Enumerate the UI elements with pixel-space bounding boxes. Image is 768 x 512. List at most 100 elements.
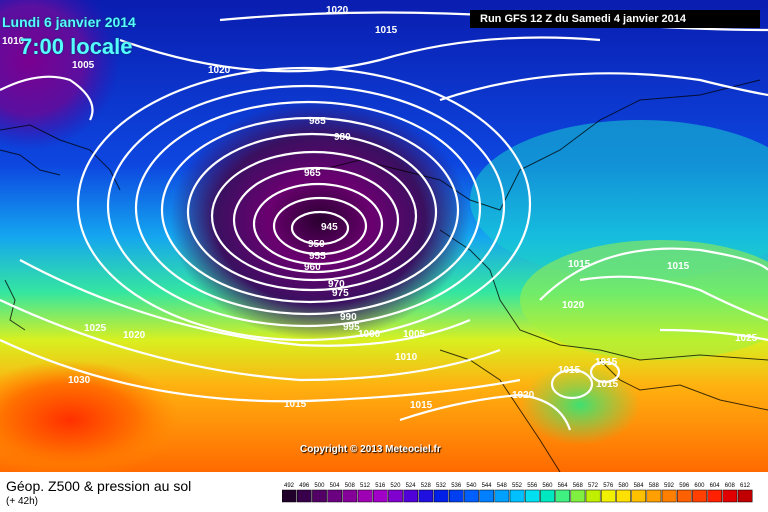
isobar-label: 980 [334, 132, 351, 143]
forecast-time: 7:00 locale [20, 34, 133, 59]
scale-swatch [676, 489, 692, 503]
isobar-label: 1005 [72, 60, 95, 71]
scale-swatch [433, 489, 449, 503]
scale-tick-label: 576 [603, 483, 614, 489]
scale-tick-label: 512 [360, 483, 371, 489]
scale-tick-label: 612 [740, 483, 751, 489]
scale-tick-label: 548 [497, 483, 508, 489]
mediterranean-low-fill [520, 365, 640, 445]
color-scale-legend: 492 496 500 504 508 512 516 520 524 528 532 536 540 5… [282, 483, 753, 503]
scale-swatch [600, 489, 616, 503]
scale-tick-label: 604 [710, 483, 721, 489]
northwest-low-fill [0, 0, 120, 150]
isobar-label: 1000 [358, 329, 381, 340]
isobar-label: 945 [321, 222, 338, 233]
isobar-label: 1015 [284, 399, 307, 410]
scale-swatch [524, 489, 540, 503]
scale-tick-label: 552 [512, 483, 523, 489]
scale-tick-label: 544 [482, 483, 493, 489]
isobar-label: 1005 [403, 329, 426, 340]
scale-tick-label: 524 [406, 483, 417, 489]
scale-swatch [631, 489, 647, 503]
scale-swatch [464, 489, 479, 503]
isobar-label: 975 [332, 288, 349, 299]
scale-tick-label: 596 [679, 483, 690, 489]
scale-swatch [448, 489, 464, 503]
scale-tick-label: 556 [527, 483, 538, 489]
east-cold-band [470, 120, 768, 280]
isobar-label: 995 [343, 322, 360, 333]
isobar-label: 990 [340, 312, 357, 323]
scale-swatch [372, 489, 388, 503]
isobar-label: 1015 [410, 400, 433, 411]
isobar-label: 1020 [123, 330, 146, 341]
scale-swatch [282, 489, 297, 503]
scale-swatch [540, 489, 555, 503]
isobar-label: 1020 [208, 65, 231, 76]
southwest-high-fill [0, 360, 180, 472]
scale-tick-label: 528 [421, 483, 432, 489]
weather-map: 1010 1020 1015 1005 1020 985 980 965 945… [0, 0, 768, 472]
isobar-label: 1030 [68, 375, 91, 386]
main-low-fill [170, 100, 470, 340]
model-run-info: Run GFS 12 Z du Samedi 4 janvier 2014 [470, 10, 760, 28]
scale-swatch [342, 489, 358, 503]
scale-swatch [418, 489, 434, 503]
isobar-label: 985 [309, 116, 326, 127]
scale-swatch [737, 489, 753, 503]
scale-swatch [692, 489, 707, 503]
isobars [0, 11, 768, 431]
isobar-label: 1015 [568, 259, 591, 270]
scale-tick-label: 580 [618, 483, 629, 489]
forecast-lead-time: (+ 42h) [6, 496, 38, 507]
isobar-labels: 1010 1020 1015 1005 1020 985 980 965 945… [2, 5, 758, 411]
scale-swatch [509, 489, 525, 503]
scale-tick-label: 592 [664, 483, 675, 489]
scale-tick-label: 568 [573, 483, 584, 489]
scale-swatch [494, 489, 510, 503]
scale-swatch [570, 489, 586, 503]
scale-swatch [403, 489, 419, 503]
isobar-label: 955 [309, 251, 326, 262]
scale-tick-label: 588 [649, 483, 660, 489]
scale-swatch [388, 489, 403, 503]
isobar-label: 1015 [558, 365, 581, 376]
map-title: Géop. Z500 & pression au sol [6, 478, 192, 494]
isobar-label: 950 [308, 239, 325, 250]
scale-swatch [555, 489, 571, 503]
scale-swatch [327, 489, 343, 503]
scale-tick-label: 600 [694, 483, 705, 489]
scale-tick-label: 564 [558, 483, 569, 489]
coastlines [0, 79, 768, 472]
scale-swatch [585, 489, 601, 503]
isobar-label: 1010 [395, 352, 418, 363]
isobar-label: 1015 [596, 379, 619, 390]
isobar-label: 1015 [595, 357, 618, 368]
scale-tick-label: 584 [634, 483, 645, 489]
scale-tick-label: 492 [284, 483, 295, 489]
isobar-label: 1015 [375, 25, 398, 36]
scale-tick-label: 608 [725, 483, 736, 489]
isobar-label: 960 [304, 262, 321, 273]
isobar-label: 1020 [562, 300, 585, 311]
scale-swatch [479, 489, 495, 503]
copyright-notice: Copyright © 2013 Meteociel.fr [300, 444, 441, 455]
isobar-label: 1020 [326, 5, 349, 16]
scale-swatch [661, 489, 677, 503]
isobar-label: 1025 [84, 323, 107, 334]
scale-tick-label: 532 [436, 483, 447, 489]
scale-tick-label: 560 [542, 483, 553, 489]
scale-tick-label: 572 [588, 483, 599, 489]
scale-tick-label: 504 [330, 483, 341, 489]
scale-swatch [722, 489, 738, 503]
scale-swatch [296, 489, 312, 503]
isobar-label: 1010 [2, 36, 25, 47]
scale-tick-label: 536 [451, 483, 462, 489]
isobar-label: 1015 [667, 261, 690, 272]
scale-tick-label: 500 [314, 483, 325, 489]
isobar-label: 965 [304, 168, 321, 179]
scale-tick-label: 516 [375, 483, 386, 489]
scale-tick-label: 540 [466, 483, 477, 489]
scale-swatch [707, 489, 723, 503]
